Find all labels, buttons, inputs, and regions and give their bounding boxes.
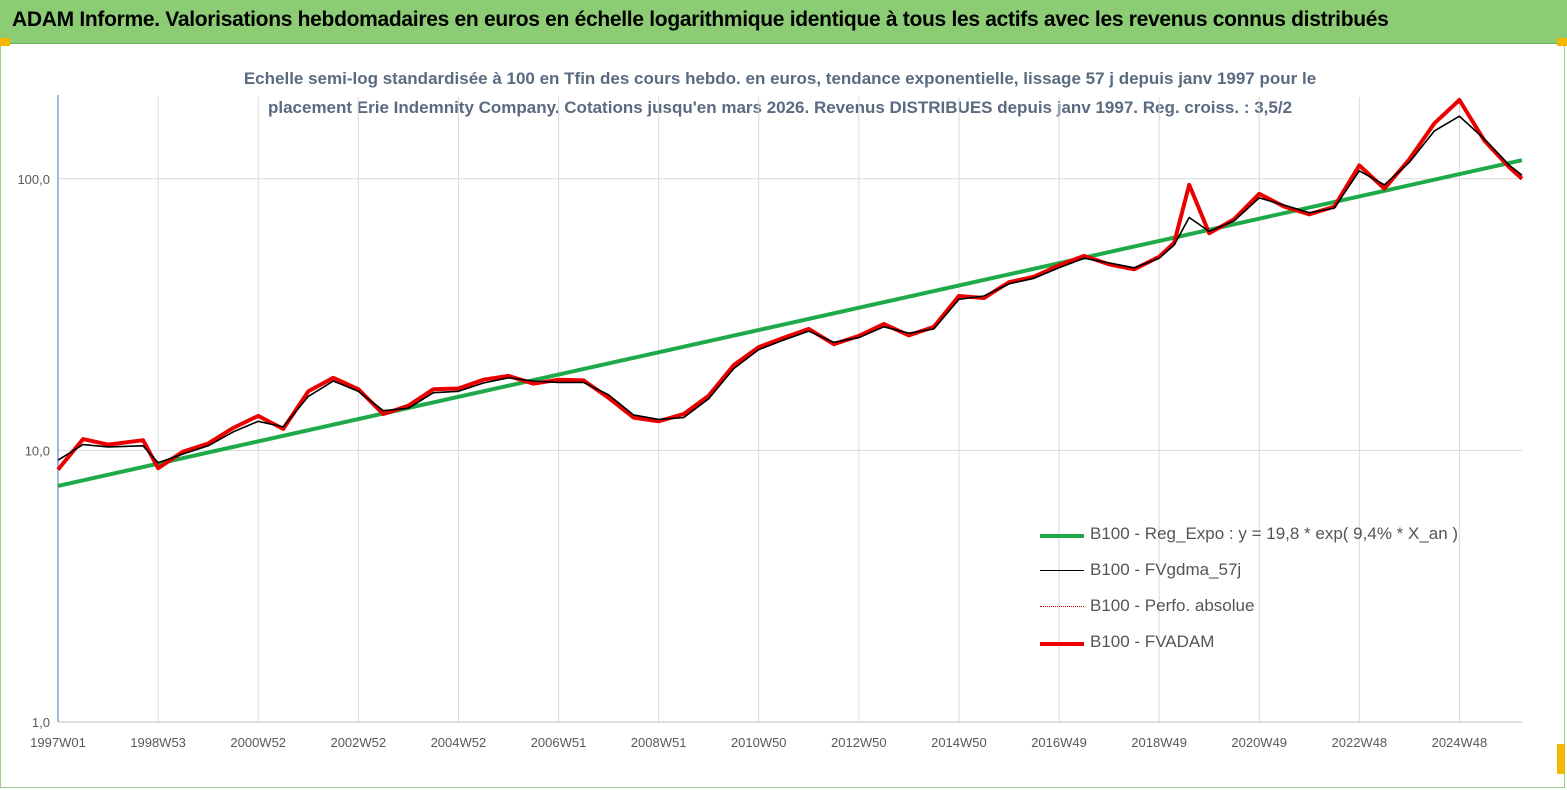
- x-tick-label: 2016W49: [1031, 735, 1087, 750]
- series-line-3: [57, 99, 1523, 470]
- legend-label: B100 - Reg_Expo : y = 19,8 * exp( 9,4% *…: [1090, 524, 1459, 543]
- x-tick-label: 2024W48: [1432, 735, 1488, 750]
- series-line-4: [56, 98, 1524, 471]
- x-tick-label: 2018W49: [1131, 735, 1187, 750]
- series-line-2: [57, 115, 1523, 464]
- legend-swatch: [1040, 534, 1084, 538]
- y-tick-label: 100,0: [17, 172, 50, 187]
- banner-title: ADAM Informe. Valorisations hebdomadaire…: [12, 8, 1389, 31]
- y-tick-label: 10,0: [25, 443, 50, 458]
- y-tick-label: 1,0: [32, 715, 50, 730]
- chart-title-line-1: Echelle semi-log standardisée à 100 en T…: [243, 69, 1317, 88]
- legend-swatch: [1040, 606, 1084, 607]
- corner-marker-bottom-right: [1557, 744, 1565, 774]
- x-tick-label: 2020W49: [1231, 735, 1287, 750]
- x-tick-label: 2012W50: [831, 735, 887, 750]
- x-tick-label: 2010W50: [731, 735, 787, 750]
- legend-label: B100 - FVADAM: [1090, 632, 1215, 651]
- x-tick-label: 2000W52: [230, 735, 286, 750]
- legend-swatch: [1040, 642, 1084, 646]
- x-tick-label: 2014W50: [931, 735, 987, 750]
- chart-title: Echelle semi-log standardisée à 100 en T…: [180, 64, 1380, 122]
- legend-label: B100 - FVgdma_57j: [1090, 560, 1242, 579]
- x-tick-label: 1998W53: [130, 735, 186, 750]
- series-line-1: [57, 158, 1523, 488]
- x-tick-label: 2004W52: [431, 735, 487, 750]
- x-tick-label: 2008W51: [631, 735, 687, 750]
- corner-marker-top-left: [0, 38, 10, 46]
- x-tick-label: 2006W51: [531, 735, 587, 750]
- legend-label: B100 - Perfo. absolue: [1090, 596, 1255, 615]
- corner-marker-top-right: [1557, 38, 1567, 46]
- chart-title-line-2: placement Erie Indemnity Company. Cotati…: [267, 98, 1293, 117]
- legend-swatch: [1040, 570, 1084, 571]
- x-tick-label: 2022W48: [1332, 735, 1388, 750]
- x-tick-label: 1997W01: [30, 735, 86, 750]
- x-tick-label: 2002W52: [330, 735, 386, 750]
- banner: ADAM Informe. Valorisations hebdomadaire…: [0, 0, 1567, 44]
